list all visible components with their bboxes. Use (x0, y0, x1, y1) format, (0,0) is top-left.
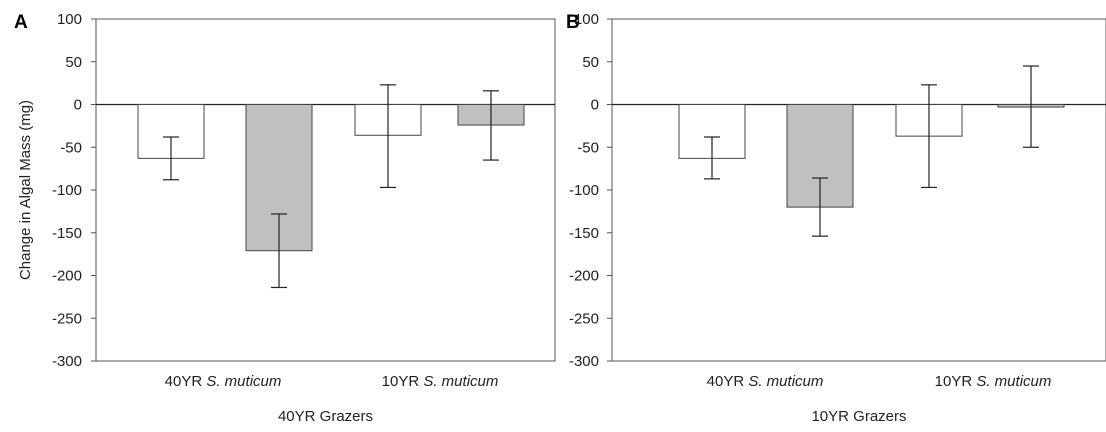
category-species: S. muticum (976, 373, 1051, 390)
y-tick-label: -250 (52, 310, 82, 327)
category-prefix: 40YR (165, 373, 207, 390)
x-axis-label: 40YR Grazers (278, 408, 373, 425)
y-tick-label: 0 (74, 97, 82, 114)
panel-b: 100 50 0 -50 -100 -150 -200 -250 -300 40YR S. mut… (566, 11, 1106, 425)
y-tick-label: 50 (582, 54, 599, 71)
category-species: S. muticum (748, 373, 823, 390)
y-tick-label: 100 (574, 11, 599, 28)
category-species: S. muticum (206, 373, 281, 390)
y-tick-label: -150 (52, 225, 82, 242)
y-tick-label: -50 (60, 139, 82, 156)
category-label: 10YR S. muticum (382, 373, 499, 390)
y-tick-label: -250 (569, 310, 599, 327)
y-tick-label: 100 (57, 11, 82, 28)
category-label: 40YR S. muticum (707, 373, 824, 390)
plot-frame (95, 18, 556, 362)
panel-label: A (14, 12, 28, 33)
category-label: 40YR S. muticum (165, 373, 282, 390)
category-prefix: 10YR (382, 373, 424, 390)
category-species: S. muticum (423, 373, 498, 390)
category-label: 10YR S. muticum (935, 373, 1052, 390)
x-axis-label: 10YR Grazers (811, 408, 906, 425)
y-tick-label: -200 (52, 268, 82, 285)
y-tick-label: -150 (569, 225, 599, 242)
y-tick-label: -100 (569, 182, 599, 199)
panel-a: 100 50 0 -50 -100 -150 -200 -250 -300 40YR S. mut… (14, 11, 556, 425)
y-tick-label: -50 (577, 139, 599, 156)
y-tick-label: -300 (52, 353, 82, 370)
y-tick-label: -100 (52, 182, 82, 199)
y-tick-label: 0 (591, 97, 599, 114)
y-tick-label: 50 (65, 54, 82, 71)
category-prefix: 10YR (935, 373, 977, 390)
y-tick-label: -200 (569, 268, 599, 285)
y-tick-label: -300 (569, 353, 599, 370)
plot-frame (611, 18, 1106, 362)
category-prefix: 40YR (707, 373, 749, 390)
panel-label: B (566, 12, 580, 33)
y-axis-label: Change in Algal Mass (mg) (17, 100, 34, 280)
